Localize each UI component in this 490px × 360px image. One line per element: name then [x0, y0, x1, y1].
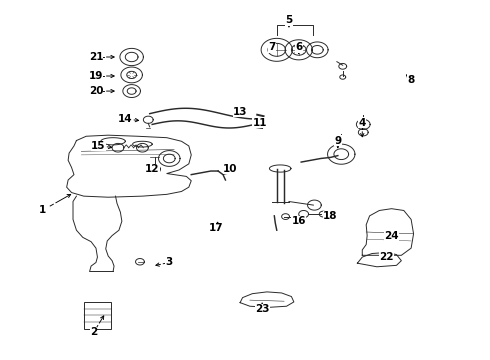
Text: 1: 1: [39, 206, 46, 216]
Text: 20: 20: [89, 86, 103, 96]
Text: 18: 18: [323, 211, 338, 221]
Text: 10: 10: [223, 164, 238, 174]
Text: 24: 24: [384, 231, 399, 240]
Text: 8: 8: [408, 75, 415, 85]
Text: 7: 7: [268, 42, 275, 52]
Text: 3: 3: [166, 257, 173, 267]
Text: 15: 15: [91, 141, 106, 151]
Text: 23: 23: [255, 304, 270, 314]
Text: 6: 6: [295, 42, 302, 52]
Text: 2: 2: [90, 327, 97, 337]
Text: 5: 5: [285, 15, 293, 26]
Text: 22: 22: [379, 252, 394, 262]
Text: 13: 13: [233, 107, 247, 117]
Text: 19: 19: [89, 71, 103, 81]
Text: 12: 12: [145, 164, 159, 174]
Text: 21: 21: [89, 52, 103, 62]
Text: 4: 4: [359, 118, 366, 128]
Bar: [84, 302, 111, 329]
Text: 17: 17: [208, 224, 223, 233]
Text: 14: 14: [118, 114, 133, 124]
Text: 11: 11: [252, 118, 267, 128]
Text: 16: 16: [292, 216, 306, 226]
Text: 9: 9: [334, 136, 342, 145]
